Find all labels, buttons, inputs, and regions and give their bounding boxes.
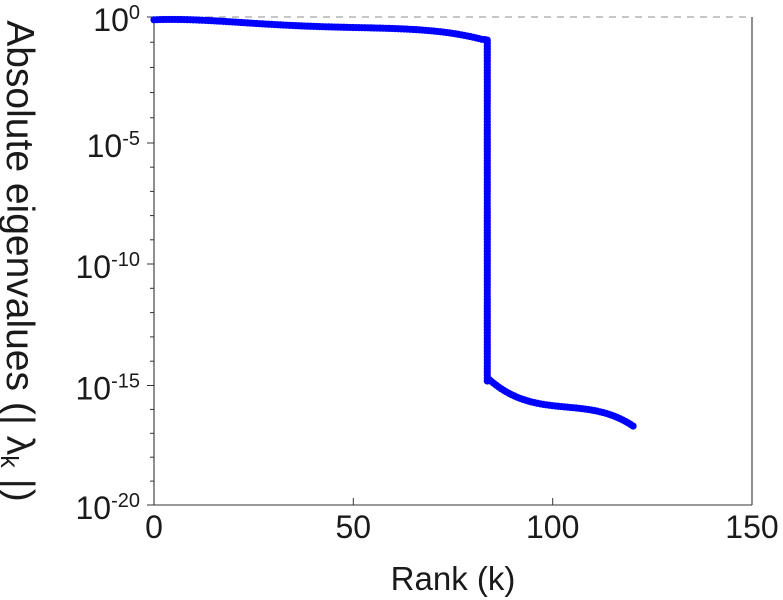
svg-text:150: 150 <box>725 509 778 545</box>
svg-text:50: 50 <box>336 509 372 545</box>
svg-text:Rank (k): Rank (k) <box>391 560 516 597</box>
svg-text:Absolute eigenvalues (| λk |): Absolute eigenvalues (| λk |) <box>0 20 41 502</box>
svg-text:0: 0 <box>145 509 163 545</box>
svg-text:10-20: 10-20 <box>76 490 141 526</box>
svg-text:10-10: 10-10 <box>76 249 141 285</box>
svg-text:100: 100 <box>526 509 579 545</box>
svg-text:10-5: 10-5 <box>87 128 140 164</box>
svg-text:10-15: 10-15 <box>76 371 141 407</box>
svg-text:100: 100 <box>93 2 140 38</box>
